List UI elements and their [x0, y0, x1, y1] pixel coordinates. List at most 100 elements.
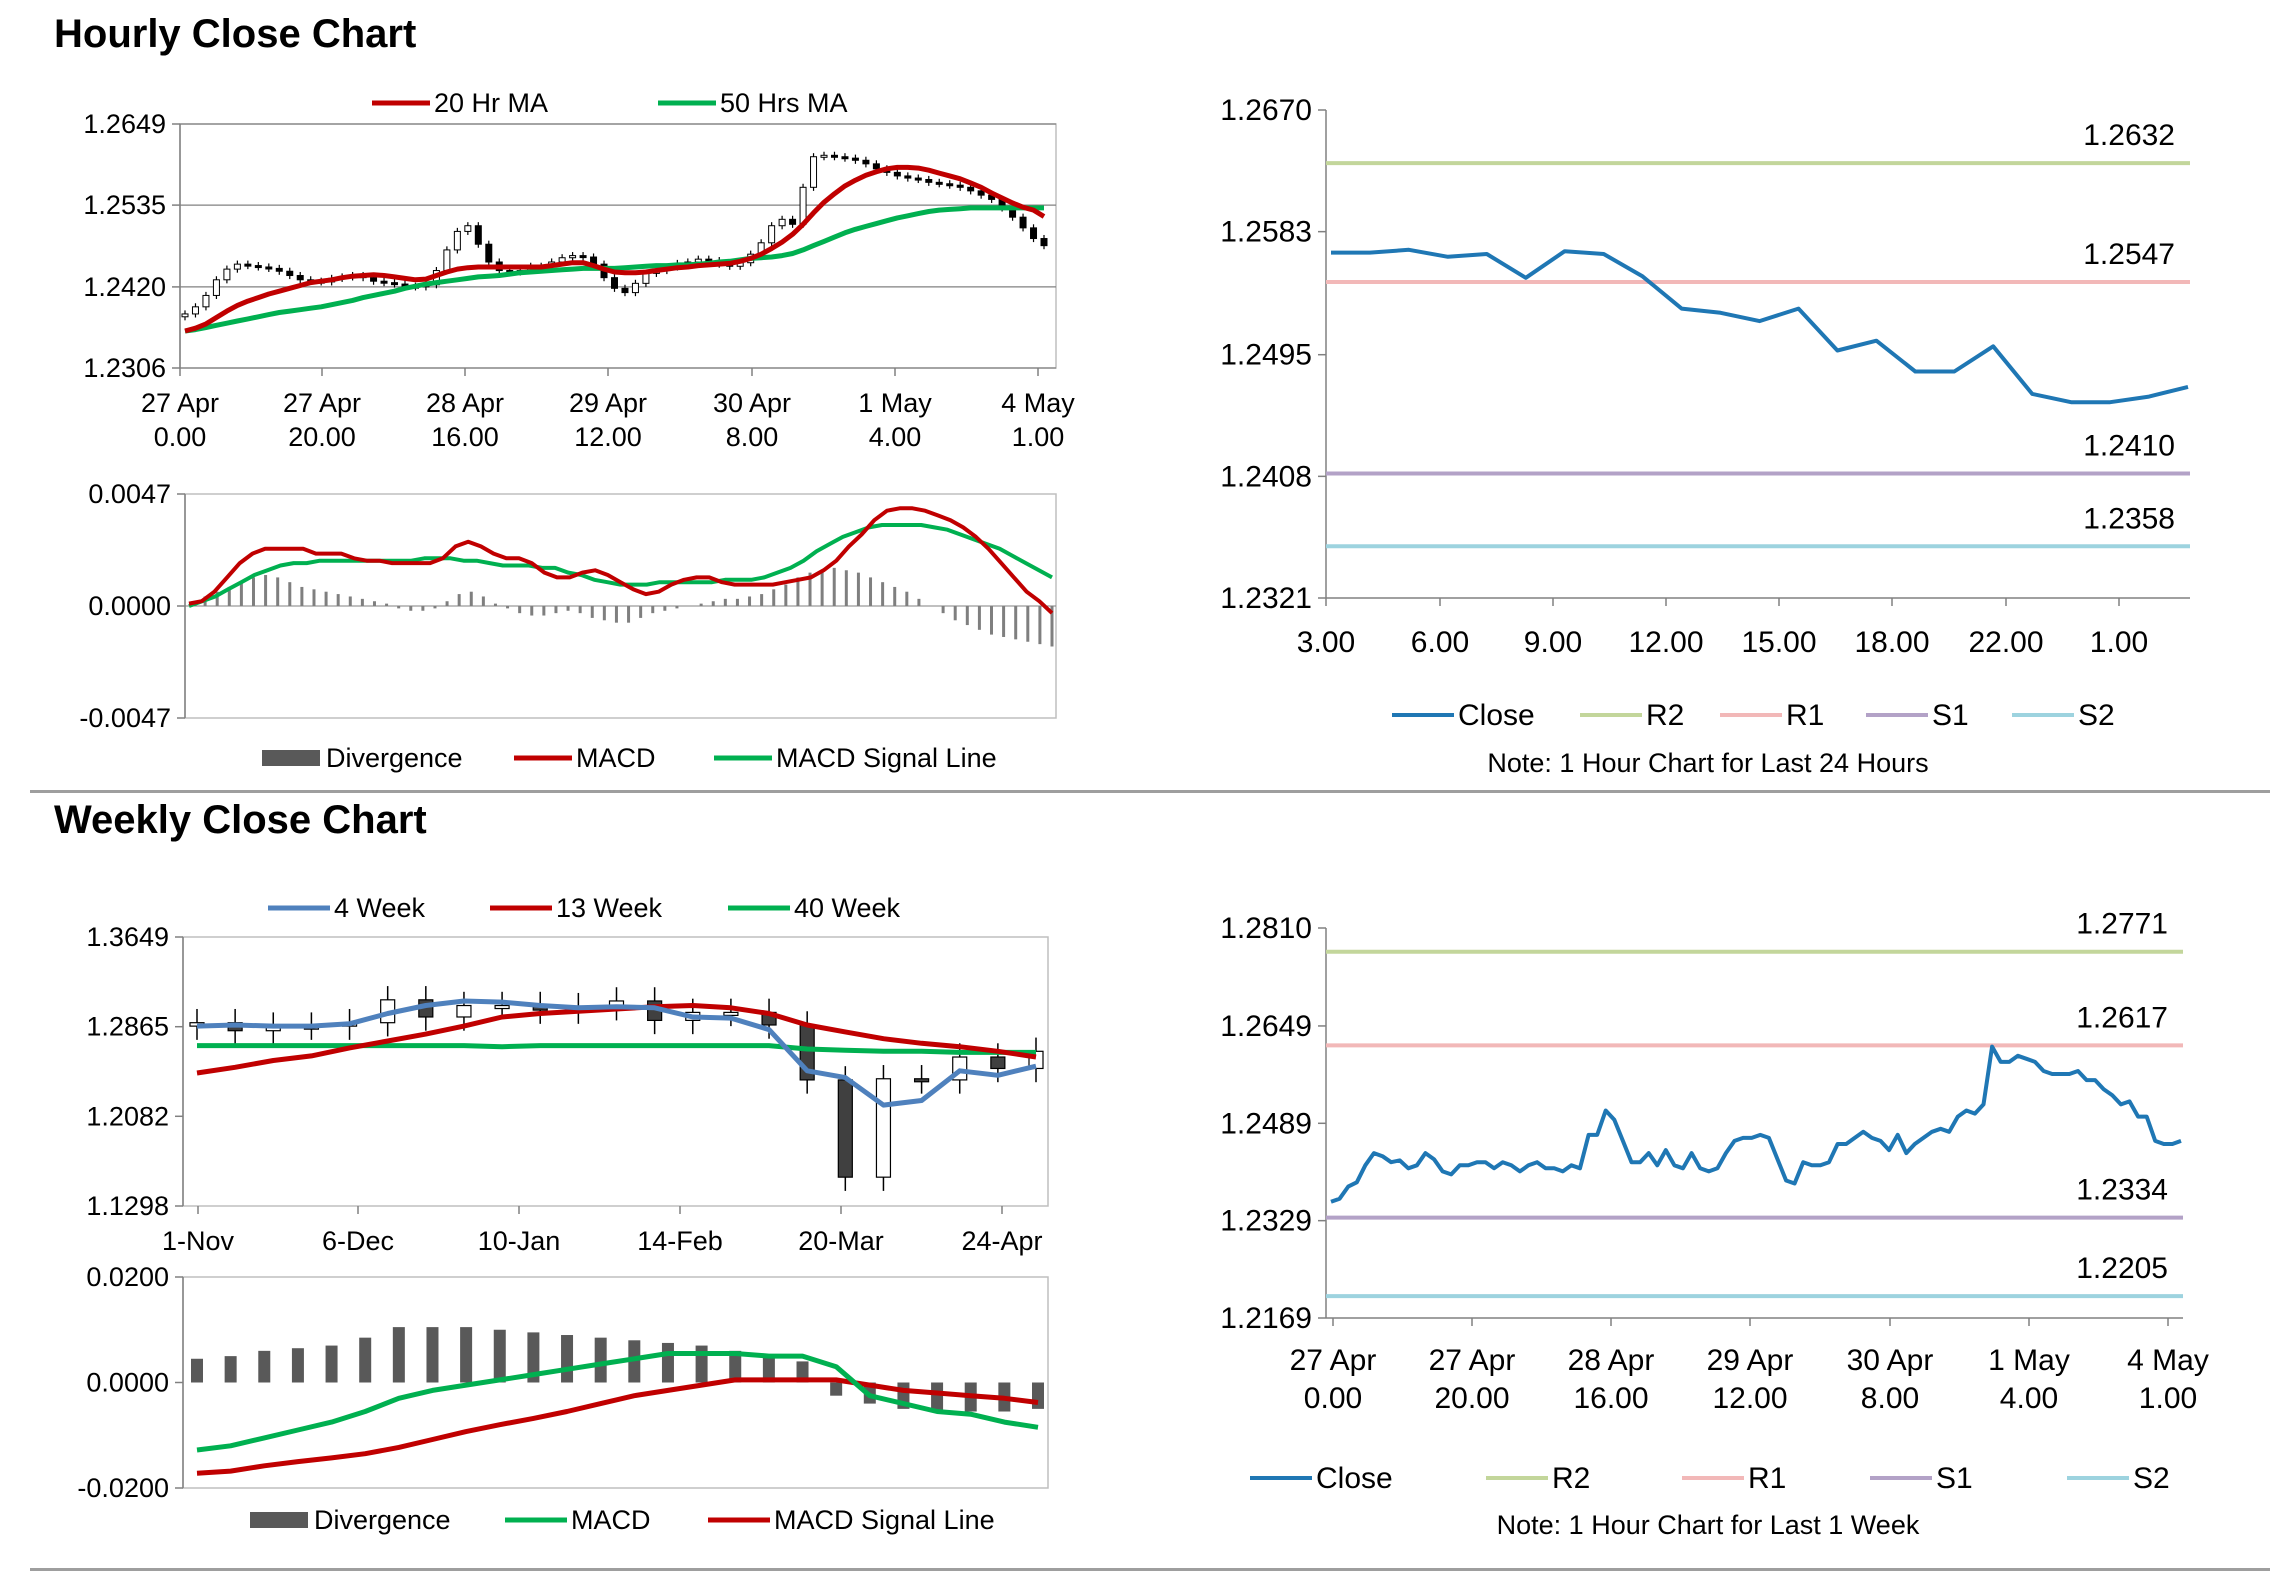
weekly-macd-y-tick-label: -0.0200: [77, 1473, 169, 1503]
weekly-divergence-bar: [830, 1382, 843, 1396]
weekly-divergence-bar: [561, 1335, 574, 1383]
hourly-price-y-tick-label: 1.2420: [83, 272, 166, 302]
weekly-macd-plot-frame: [182, 1276, 1049, 1489]
weekly-close-1w-level-r2-label: 1.2771: [2076, 908, 2168, 941]
weekly-close-1w-legend-r1-label: R1: [1748, 1462, 1786, 1495]
hourly-candle: [789, 218, 797, 225]
section-divider: [30, 790, 2270, 793]
hourly-candle: [380, 280, 388, 284]
weekly-ma40-line: [197, 1043, 1036, 1055]
weekly-macd-signal-line: [196, 1377, 1039, 1476]
hourly-candle: [914, 177, 922, 181]
hourly-close-24h-legend-r2-label: R2: [1646, 699, 1684, 732]
weekly-divergence-bar: [931, 1382, 944, 1412]
hourly-macd-legend-divergence-swatch: [262, 750, 320, 766]
weekly-close-1w-x-label: 27 Apr: [1290, 1344, 1377, 1377]
hourly-candle: [1040, 238, 1048, 247]
hourly-macd-legend-signal-label: MACD Signal Line: [776, 743, 997, 773]
weekly-divergence-bar: [460, 1327, 473, 1383]
hourly-close-24h-legend-r1-label: R1: [1786, 699, 1824, 732]
weekly-close-1w-level-s2-label: 1.2205: [2076, 1252, 2168, 1285]
weekly-macd-legend-divergence-label: Divergence: [314, 1505, 451, 1535]
weekly-candle: [875, 1078, 892, 1178]
hourly-ma20-line: [184, 164, 1046, 334]
hourly-close-24h-close-line: [1331, 247, 2189, 405]
weekly-macd-y-tick-label: 0.0200: [86, 1262, 169, 1292]
hourly-candle: [453, 230, 461, 251]
weekly-close-1w-x-label: 27 Apr: [1429, 1344, 1516, 1377]
hourly-price-x-label: 8.00: [726, 422, 779, 452]
weekly-divergence-bar: [493, 1329, 506, 1383]
hourly-close-24h-x-label: 18.00: [1854, 626, 1929, 659]
weekly-price-plot-frame: [182, 936, 1049, 1207]
weekly-close-1w-x-label: 1 May: [1988, 1344, 2070, 1377]
hourly-price-x-label: 12.00: [574, 422, 642, 452]
weekly-candle: [913, 1078, 930, 1083]
hourly-candle: [464, 225, 472, 232]
weekly-candle: [723, 1011, 739, 1017]
weekly-price-x-label: 24-Apr: [961, 1226, 1042, 1256]
hourly-candle: [254, 265, 262, 269]
weekly-close-1w-x-label: 4.00: [2000, 1382, 2058, 1415]
weekly-close-1w-level-r1-label: 1.2617: [2076, 1001, 2168, 1034]
hourly-candle: [275, 267, 283, 272]
hourly-candle: [474, 225, 482, 245]
hourly-candle: [642, 272, 650, 284]
hourly-price-x-label: 1.00: [1012, 422, 1065, 452]
weekly-divergence-bar: [661, 1342, 674, 1383]
hourly-candle: [611, 277, 618, 289]
weekly-close-1w-x-label: 0.00: [1304, 1382, 1362, 1415]
hourly-price-x-label: 4 May: [1001, 388, 1075, 418]
hourly-close-24h-x-label: 22.00: [1968, 626, 2043, 659]
weekly-ma4-line: [196, 998, 1037, 1108]
weekly-divergence-bar: [762, 1356, 775, 1383]
hourly-candle: [841, 156, 849, 160]
weekly-price-x-label: 10-Jan: [478, 1226, 561, 1256]
weekly-divergence-bar: [1032, 1382, 1044, 1409]
weekly-divergence-bar: [796, 1361, 809, 1383]
hourly-price-x-label: 4.00: [869, 422, 922, 452]
hourly-price-y-tick-label: 1.2649: [83, 109, 166, 139]
hourly-price-y-tick-label: 1.2306: [83, 353, 166, 383]
hourly-candle: [631, 282, 639, 294]
weekly-close-1w-note: Note: 1 Hour Chart for Last 1 Week: [1497, 1510, 1920, 1540]
hourly-candle: [820, 154, 828, 158]
hourly-macd-y-tick-label: 0.0000: [88, 591, 171, 621]
hourly-macd-y-tick-label: -0.0047: [79, 703, 171, 733]
weekly-divergence-bar: [392, 1327, 405, 1383]
weekly-price-y-tick-label: 1.3649: [86, 922, 169, 952]
weekly-close-1w-close-line: [1330, 1044, 2182, 1204]
hourly-candle: [956, 184, 964, 188]
hourly-close-24h-y-tick-label: 1.2408: [1220, 460, 1312, 493]
hourly-candle: [946, 183, 954, 187]
hourly-candle: [485, 243, 493, 263]
hourly-macd-legend-divergence-label: Divergence: [326, 743, 463, 773]
hourly-price-x-label: 27 Apr: [141, 388, 219, 418]
weekly-macd-line: [196, 1351, 1039, 1453]
weekly-legend-40wk-label: 40 Week: [794, 893, 901, 923]
weekly-price-y-tick-label: 1.2865: [86, 1012, 169, 1042]
weekly-close-1w-x-label: 29 Apr: [1707, 1344, 1794, 1377]
hourly-price-x-label: 30 Apr: [713, 388, 791, 418]
hourly-close-24h-x-label: 1.00: [2090, 626, 2148, 659]
hourly-price-x-label: 1 May: [858, 388, 932, 418]
hourly-candle: [181, 313, 189, 318]
hourly-close-24h-y-tick-label: 1.2583: [1220, 216, 1312, 249]
weekly-close-1w-y-tick-label: 1.2649: [1220, 1010, 1312, 1043]
weekly-candle: [837, 1079, 853, 1178]
hourly-price-x-label: 29 Apr: [569, 388, 647, 418]
weekly-close-1w-legend-close-label: Close: [1316, 1462, 1393, 1495]
hourly-candle: [977, 190, 985, 196]
hourly-close-24h-level-s2-label: 1.2358: [2083, 502, 2175, 535]
hourly-candle: [296, 275, 304, 281]
weekly-divergence-bar: [426, 1327, 439, 1383]
weekly-close-1w-x-label: 28 Apr: [1568, 1344, 1655, 1377]
hourly-close-24h-y-tick-label: 1.2495: [1220, 339, 1312, 372]
weekly-close-1w-legend-r2-label: R2: [1552, 1462, 1590, 1495]
hourly-close-24h-x-label: 9.00: [1524, 626, 1582, 659]
hourly-candle: [191, 306, 199, 315]
weekly-price-x-label: 6-Dec: [322, 1226, 394, 1256]
hourly-close-24h-x-label: 6.00: [1411, 626, 1469, 659]
hourly-close-24h-legend-s2-label: S2: [2078, 699, 2115, 732]
